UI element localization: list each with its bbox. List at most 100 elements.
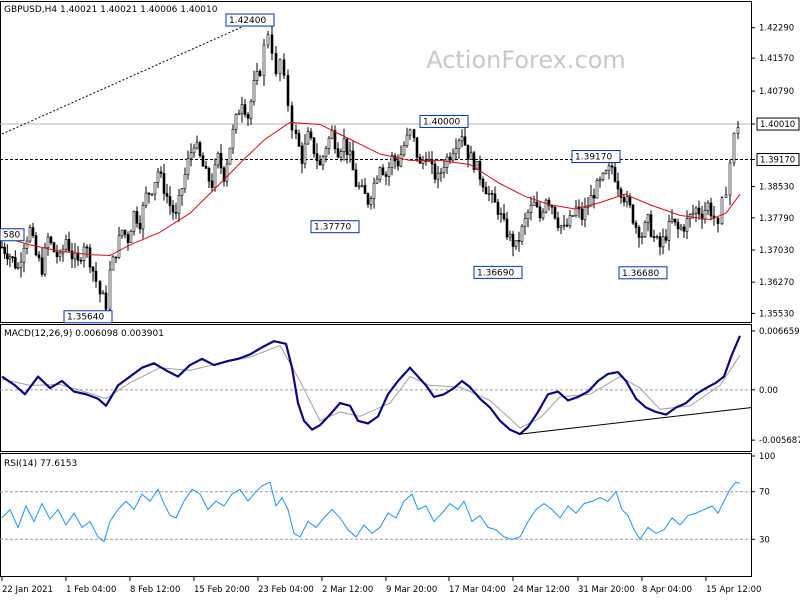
candle [49, 235, 53, 246]
candle [589, 185, 593, 207]
annotation: 1.37770 [310, 220, 360, 234]
candle [706, 200, 710, 216]
annotation-box [618, 266, 668, 280]
candle [505, 211, 509, 241]
macd-trendline [519, 407, 753, 435]
candle [393, 153, 397, 170]
candle-body [162, 173, 166, 194]
candle-body [290, 105, 294, 131]
price-axis: 1.42290 1.41570 1.40790 1.40010 1.39170 1.385… [751, 24, 800, 319]
annotation-label: 1.39170 [575, 153, 612, 163]
candle-body [646, 214, 650, 223]
candle [595, 177, 599, 199]
candle [165, 183, 169, 204]
candle-body [19, 261, 23, 268]
candle [234, 113, 238, 134]
candle-body [673, 218, 677, 223]
candle [664, 229, 668, 244]
level-price-label-box [756, 153, 800, 167]
candle-body [387, 167, 391, 177]
price-title: GBPUSD,H4 1.40021 1.40021 1.40006 1.4001… [4, 5, 218, 15]
candle-body [466, 144, 470, 160]
time-tick-label: 24 Mar 12:00 [513, 585, 570, 595]
candle-body [529, 204, 533, 213]
candle [11, 255, 14, 263]
candle-body [195, 142, 199, 149]
candle-body [246, 114, 250, 119]
candle [631, 203, 635, 225]
candle-body [676, 221, 680, 230]
candle-body [336, 148, 340, 158]
candle [351, 141, 355, 171]
candle-body [589, 195, 593, 207]
candle-body [262, 44, 266, 76]
candle [369, 195, 373, 210]
candle [640, 232, 644, 245]
candle-body [126, 234, 130, 243]
candle [201, 152, 205, 167]
candle [8, 253, 12, 268]
candle-body [535, 201, 539, 208]
candle [309, 128, 313, 141]
current-price-label: 1.40010 [760, 120, 795, 130]
candle-body [583, 207, 587, 220]
candle [28, 224, 32, 243]
candle [484, 181, 488, 195]
candle [174, 202, 178, 219]
candle-body [628, 196, 632, 206]
candle-body [505, 218, 509, 238]
candle-body [129, 230, 133, 243]
candle-body [604, 170, 608, 174]
candle [732, 132, 736, 167]
annotation-label: 1.36690 [477, 268, 514, 278]
candle-body [415, 137, 419, 158]
current-price-label-box [756, 117, 800, 131]
candle-body [613, 166, 617, 182]
candle-body [111, 256, 115, 271]
candle-body [670, 218, 674, 222]
candle [649, 210, 653, 238]
candle-body [117, 235, 121, 258]
candle-body [601, 172, 605, 180]
candle-body [101, 292, 105, 295]
candle-body [16, 266, 20, 269]
candle-body [652, 236, 656, 238]
candle-body [11, 256, 14, 259]
candle [646, 213, 650, 232]
candle [108, 260, 112, 312]
candle-body [694, 207, 698, 214]
annotation-box [0, 228, 25, 242]
candle [216, 151, 220, 169]
candle [300, 142, 304, 174]
candle-body [523, 218, 527, 227]
candle [101, 290, 105, 295]
annotation: 1.40000 [419, 114, 469, 128]
candle [46, 232, 50, 256]
candle-body [198, 142, 202, 156]
candle-body [661, 236, 665, 248]
candle [481, 176, 485, 193]
candle-body [399, 154, 403, 167]
annotation: 580 [0, 228, 25, 242]
candle [436, 166, 440, 189]
candle [6, 244, 9, 266]
price-layer: 1.42400 1.40000 1.39170 1.37770 1.36690 1.366… [0, 13, 751, 324]
candle [312, 137, 316, 158]
candle [22, 243, 26, 273]
candle [402, 141, 406, 158]
annotation-box [310, 220, 360, 234]
candle [439, 168, 443, 182]
candle-body [619, 188, 623, 198]
time-tick-label: 8 Feb 12:00 [130, 585, 180, 595]
candle-body [634, 222, 638, 228]
candle [31, 222, 35, 239]
candle-body [153, 182, 157, 195]
candle [37, 251, 41, 262]
candle [16, 262, 20, 270]
candle-body [559, 225, 563, 228]
candle-body [436, 173, 440, 180]
candle [601, 172, 605, 182]
candle-body [156, 171, 160, 183]
candle-body [728, 162, 732, 196]
candle [222, 166, 226, 187]
